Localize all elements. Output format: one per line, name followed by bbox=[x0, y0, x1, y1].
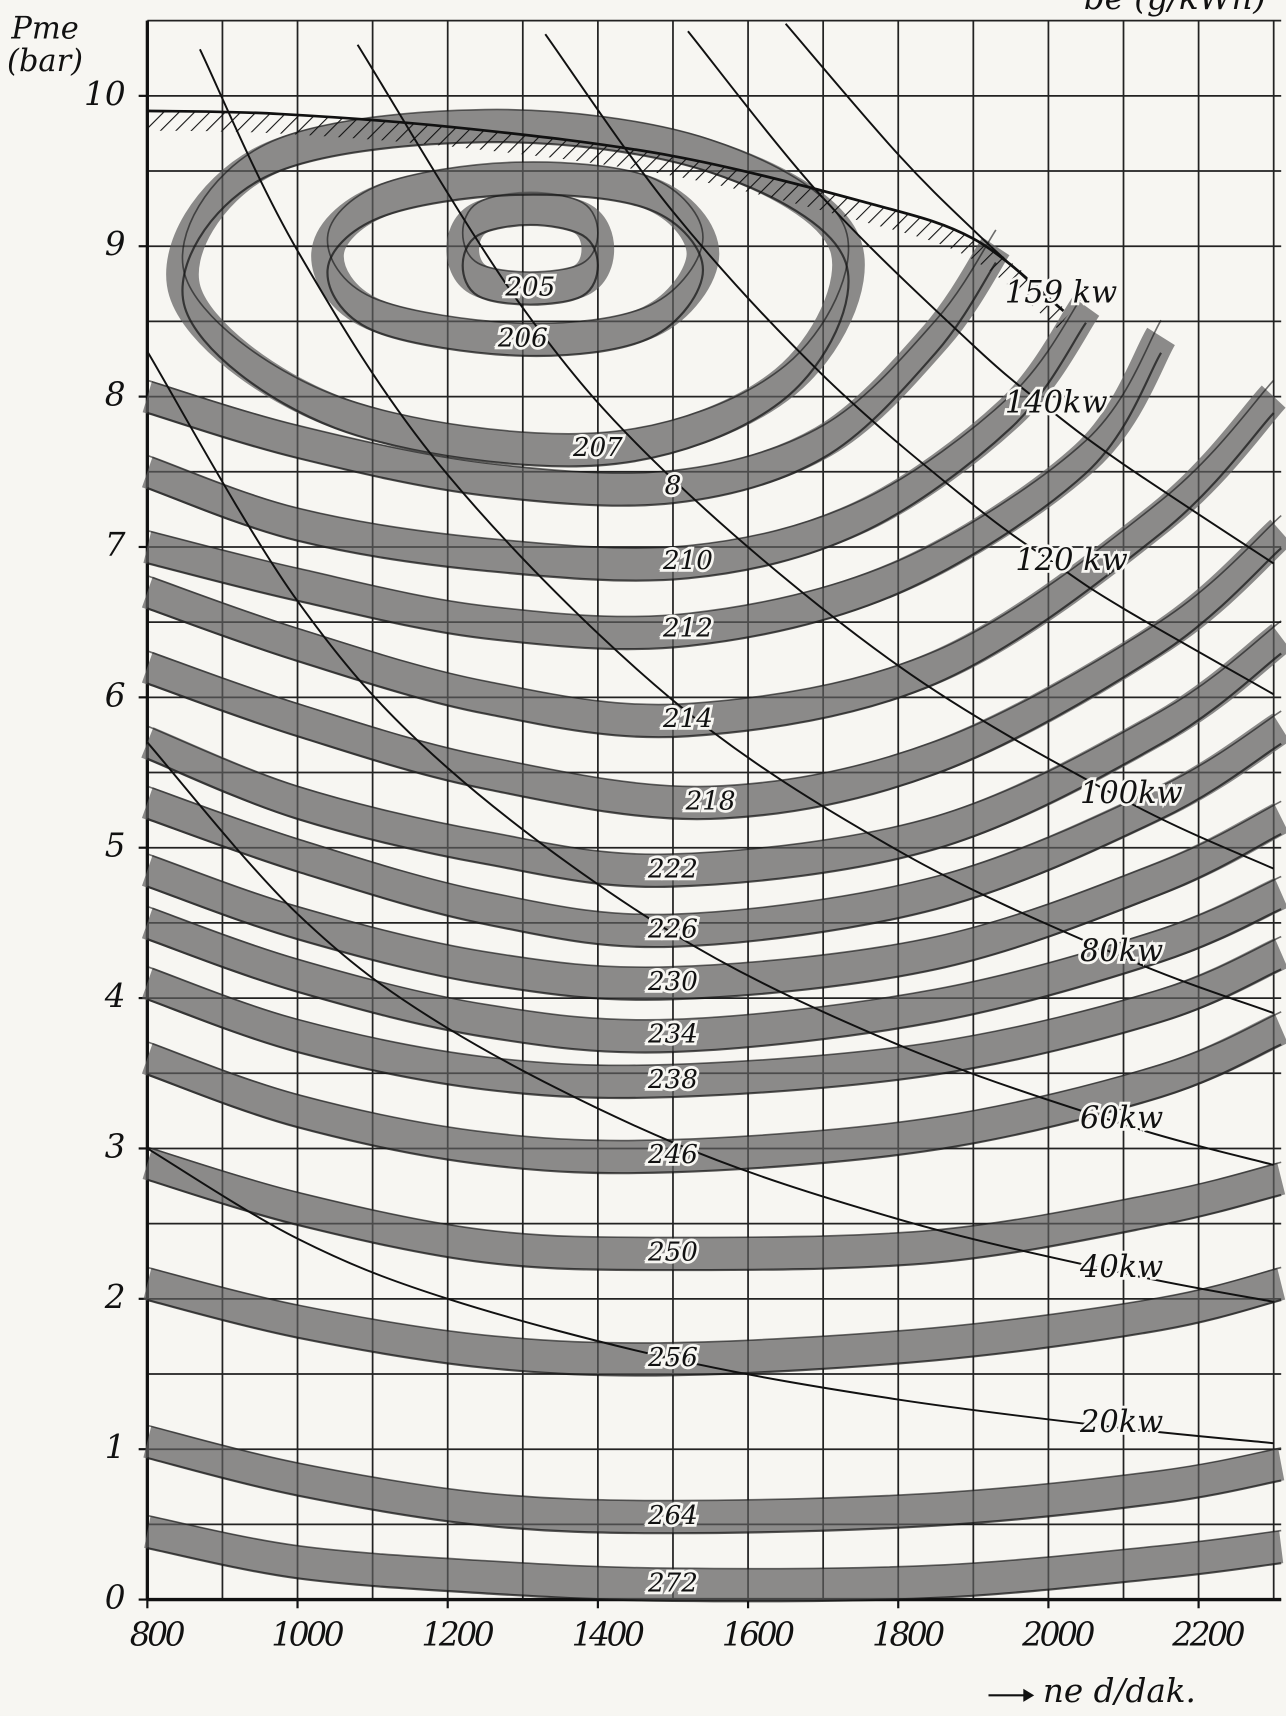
power-line-label: 159 kw bbox=[1005, 276, 1117, 311]
contour-label: 222 bbox=[647, 854, 698, 884]
y-tick-label: 5 bbox=[105, 827, 126, 865]
contour-label: 250 bbox=[647, 1238, 698, 1268]
y-tick-label: 8 bbox=[105, 376, 126, 414]
x-tick-label: 2200 bbox=[1171, 1616, 1244, 1654]
contour-label: 218 bbox=[685, 787, 736, 817]
power-line-label: 80kw bbox=[1080, 934, 1163, 969]
contour-label: 234 bbox=[647, 1020, 698, 1050]
x-tick-label: 1000 bbox=[271, 1616, 343, 1654]
contour-label: 205 bbox=[504, 272, 555, 302]
y-tick-label: 9 bbox=[105, 225, 126, 263]
y-axis-label: Pme(bar) bbox=[7, 11, 83, 79]
x-tick-label: 800 bbox=[130, 1616, 185, 1654]
x-axis-label: ne d/dak. bbox=[1043, 1672, 1196, 1710]
contour-label: 246 bbox=[647, 1140, 698, 1170]
power-line-label: 140kw bbox=[1005, 385, 1108, 420]
y-tick-label: 1 bbox=[105, 1428, 126, 1466]
power-line-label: 100kw bbox=[1080, 776, 1183, 811]
y-tick-label: 0 bbox=[105, 1579, 126, 1617]
power-line-label: 60kw bbox=[1080, 1101, 1163, 1136]
chart-title: be (g/kWh) bbox=[1084, 0, 1266, 17]
y-tick-label: 7 bbox=[105, 526, 126, 564]
x-tick-label: 1400 bbox=[572, 1616, 644, 1654]
contour-label: 238 bbox=[647, 1065, 698, 1095]
contour-label: 210 bbox=[662, 546, 713, 576]
contour-label: 256 bbox=[647, 1343, 698, 1373]
contour-label: 230 bbox=[647, 967, 698, 997]
x-tick-label: 1600 bbox=[722, 1616, 794, 1654]
contour-label: 212 bbox=[662, 614, 713, 644]
contour-label: 206 bbox=[497, 323, 548, 353]
power-line-label: 20kw bbox=[1079, 1405, 1163, 1440]
y-axis-label-part: (bar) bbox=[7, 44, 83, 79]
y-tick-label: 2 bbox=[104, 1278, 126, 1316]
page: 8001000120014001600180020002200012345678… bbox=[0, 0, 1286, 1716]
x-tick-label: 2000 bbox=[1021, 1616, 1094, 1654]
contour-label: 8 bbox=[665, 471, 682, 501]
x-tick-label: 1200 bbox=[421, 1616, 493, 1654]
x-tick-label: 1800 bbox=[872, 1616, 944, 1654]
y-axis-label-part: Pme bbox=[10, 11, 78, 46]
power-line-label: 120 kw bbox=[1015, 543, 1127, 578]
y-tick-label: 4 bbox=[104, 977, 126, 1015]
y-tick-label: 10 bbox=[84, 75, 126, 113]
chart: 8001000120014001600180020002200012345678… bbox=[0, 0, 1286, 1716]
y-tick-label: 3 bbox=[105, 1127, 126, 1165]
contour-label: 214 bbox=[662, 704, 713, 734]
power-line-label: 40kw bbox=[1079, 1250, 1163, 1285]
contour-label: 226 bbox=[647, 914, 698, 944]
contour-label: 207 bbox=[572, 433, 623, 463]
contour-label: 272 bbox=[647, 1569, 698, 1599]
y-tick-label: 6 bbox=[105, 676, 126, 714]
contour-label: 264 bbox=[647, 1501, 698, 1531]
